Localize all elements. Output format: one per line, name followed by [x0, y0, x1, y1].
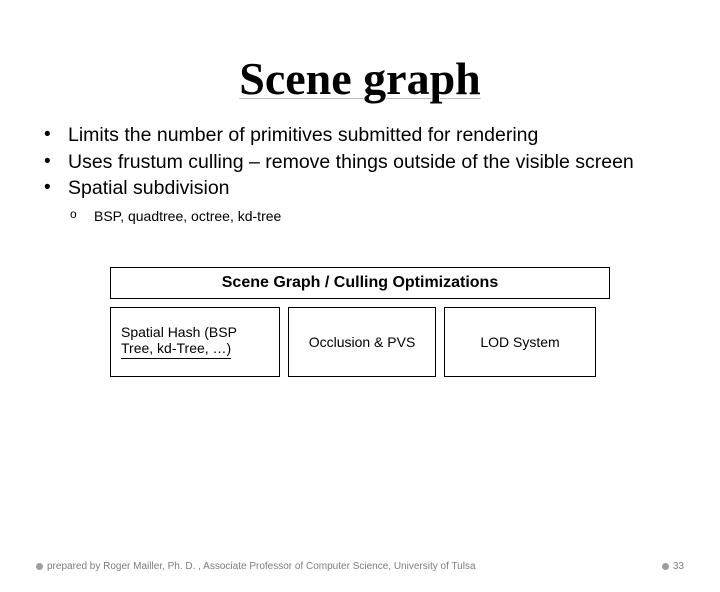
- bullet-list: Limits the number of primitives submitte…: [40, 123, 680, 201]
- diagram-box-line: Spatial Hash (BSP: [121, 324, 237, 340]
- footer: prepared by Roger Mailler, Ph. D. , Asso…: [36, 561, 684, 572]
- bullet-item: Spatial subdivision: [40, 176, 680, 201]
- diagram-box-line: Tree, kd-Tree, …): [121, 340, 231, 356]
- diagram-box: Spatial Hash (BSP Tree, kd-Tree, …): [110, 307, 280, 377]
- diagram: Scene Graph / Culling Optimizations Spat…: [110, 267, 610, 377]
- footer-credit-text: prepared by Roger Mailler, Ph. D. , Asso…: [47, 561, 476, 572]
- bullet-icon: [662, 563, 669, 570]
- diagram-box-line: LOD System: [480, 334, 559, 350]
- slide: Scene graph Limits the number of primiti…: [0, 52, 720, 592]
- sub-bullet-item: BSP, quadtree, octree, kd-tree: [70, 207, 720, 225]
- bullet-item: Uses frustum culling – remove things out…: [40, 150, 680, 175]
- sub-bullet-list: BSP, quadtree, octree, kd-tree: [70, 207, 720, 225]
- bullet-icon: [36, 563, 43, 570]
- diagram-box-line: Occlusion & PVS: [309, 334, 416, 350]
- diagram-box: Occlusion & PVS: [288, 307, 436, 377]
- footer-credit: prepared by Roger Mailler, Ph. D. , Asso…: [36, 561, 476, 572]
- bullet-item: Limits the number of primitives submitte…: [40, 123, 680, 148]
- slide-title: Scene graph: [0, 52, 720, 105]
- diagram-boxes: Spatial Hash (BSP Tree, kd-Tree, …) Occl…: [110, 307, 610, 377]
- diagram-heading: Scene Graph / Culling Optimizations: [110, 267, 610, 299]
- footer-page: 33: [662, 561, 684, 572]
- page-number: 33: [673, 561, 684, 572]
- diagram-box-underline: [121, 358, 231, 359]
- diagram-box: LOD System: [444, 307, 596, 377]
